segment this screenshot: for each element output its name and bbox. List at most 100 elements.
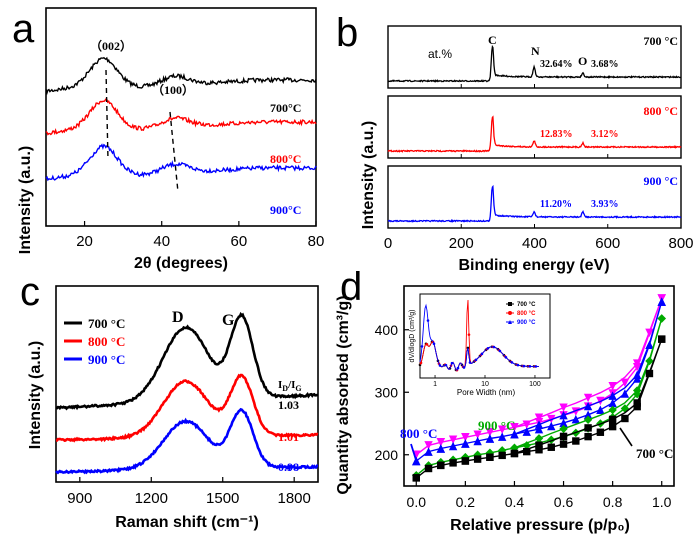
panel-b-series-800 [387, 115, 682, 153]
panel-b-temp-700: 700 °C [644, 34, 678, 48]
panel-d-point [645, 340, 654, 349]
panel-c-letter: c [20, 270, 40, 314]
panel-d-inset-frame [419, 293, 551, 379]
panel-c-legend-900: 900 °C [88, 352, 125, 367]
inset-xtick-label: 10 [481, 381, 489, 388]
panel-d-point [534, 413, 544, 422]
inset-point [456, 366, 460, 370]
panel-d-point [608, 415, 617, 424]
panel-d-point [424, 441, 433, 450]
panel-d-point [510, 423, 519, 432]
panel-d-xtick-label: 1.0 [652, 494, 672, 510]
inset-legend-marker-900 [508, 320, 512, 324]
panel-b-xtick-label: 0 [384, 235, 392, 252]
panel-d-point [608, 422, 617, 431]
inset-legend-900: 900 °C [517, 320, 536, 326]
panel-c-G-label: G [222, 312, 235, 329]
panel-a-dashline-002 [105, 69, 109, 161]
panel-d-point [633, 399, 641, 407]
panel-d-ylabel: Quantity absorbed (cm³/g) [335, 295, 352, 494]
panel-a-xtick-label: 80 [308, 233, 325, 250]
panel-c-ratio-900: 0.98 [278, 460, 299, 474]
panel-d-point [658, 335, 666, 343]
panel-a-ann-002: （002） [90, 38, 132, 53]
panel-d-point [498, 451, 506, 460]
inset-point [420, 345, 424, 348]
panel-d-point [584, 432, 592, 441]
panel-c-ratio-700: 1.03 [278, 398, 299, 412]
panel-d-point [608, 398, 617, 408]
panel-a-label-900: 900°C [270, 203, 301, 217]
panel-d-point [448, 441, 458, 451]
panel-d-point [645, 328, 654, 338]
panel-d-point [547, 443, 555, 451]
panel-d-point [461, 439, 470, 448]
panel-b-ylabel: Intensity (a.u.) [360, 121, 377, 229]
panel-d-ytick-label: 300 [375, 384, 399, 400]
panel-b-temp-900: 900 °C [644, 174, 678, 188]
panel-d-point [535, 446, 543, 454]
panel-b-frame-800 [387, 95, 682, 159]
inset-legend-800: 800 °C [517, 311, 536, 317]
panel-d-label-800: 800 °C [400, 426, 437, 441]
inset-point [432, 342, 436, 346]
panel-b-xtick-label: 200 [449, 235, 474, 252]
panel-a: a Intensity (a.u.) 20 40 60 80 2θ (degrees)… [12, 7, 324, 272]
panel-d-point [559, 403, 568, 412]
panel-b-series-900 [387, 184, 682, 223]
panel-b-series-700 [387, 44, 681, 83]
inset-point [486, 346, 490, 350]
panel-d-point [657, 297, 666, 306]
inset-point [468, 361, 472, 364]
panel-b-xtick-label: 800 [668, 235, 693, 252]
panel-d-point [486, 453, 494, 461]
panel-d-xtick-label: 0.6 [554, 494, 574, 510]
panel-b-xaxis: 0 200 400 600 800 [384, 84, 693, 252]
panel-d-label-900: 900 °C [478, 418, 515, 433]
panel-d-point [608, 391, 617, 400]
inset-point [510, 361, 514, 364]
panel-a-series-700 [45, 56, 317, 96]
panel-c-xtick-label: 900 [67, 490, 92, 507]
panel-d-axes: 0.0 0.2 0.4 0.6 0.8 1.0 200 300 400 [375, 322, 672, 510]
inset-point [492, 345, 496, 349]
panel-d-point [485, 434, 495, 443]
panel-d-xtick-label: 0.2 [456, 494, 476, 510]
panel-b-o-700: 3.68% [591, 59, 619, 70]
inset-point [426, 319, 430, 322]
panel-a-ann-100: （100） [152, 82, 194, 97]
panel-c-ylabel: Intensity (a.u.) [27, 341, 44, 449]
inset-xtick-label: 100 [529, 381, 541, 388]
panel-d-point [510, 429, 519, 439]
panel-a-dashline-100 [169, 111, 179, 193]
panel-a-xaxis: 20 40 60 80 [76, 221, 324, 250]
panel-d-point [412, 474, 420, 482]
panel-d-point [632, 386, 642, 395]
inset-point [498, 349, 502, 353]
panel-c-legend-800: 800 °C [88, 334, 125, 349]
panel-d-point [583, 393, 593, 403]
panel-d-point [535, 441, 543, 449]
inset-point [522, 364, 526, 368]
panel-d-point [522, 427, 531, 436]
panel-a-xtick-label: 40 [153, 233, 170, 250]
panel-d-point [497, 425, 507, 434]
panel-d-point [632, 370, 642, 380]
inset-point [516, 363, 520, 367]
panel-a-frame [45, 7, 317, 227]
panel-b-peak-N: N [531, 44, 540, 58]
panel-d-xlabel: Relative pressure (p/p₀) [450, 517, 630, 534]
panel-a-ylabel: Intensity (a.u.) [17, 146, 34, 254]
panel-c-xtick-label: 1800 [277, 490, 310, 507]
panel-d-point [645, 369, 654, 378]
panel-d-inset-ylabel: dV/dlogD (cm³/g) [409, 310, 416, 363]
panel-c-xlabel: Raman shift (cm⁻¹) [115, 514, 259, 531]
panel-a-xtick-label: 20 [76, 233, 93, 250]
panel-d-point [534, 424, 544, 434]
panel-d-point [571, 414, 581, 424]
panel-a-xlabel: 2θ (degrees) [134, 255, 228, 272]
panel-d-point [657, 314, 666, 323]
panel-d-point [485, 428, 495, 437]
panel-d-point [461, 433, 470, 442]
panel-a-label-800: 800°C [270, 152, 301, 166]
